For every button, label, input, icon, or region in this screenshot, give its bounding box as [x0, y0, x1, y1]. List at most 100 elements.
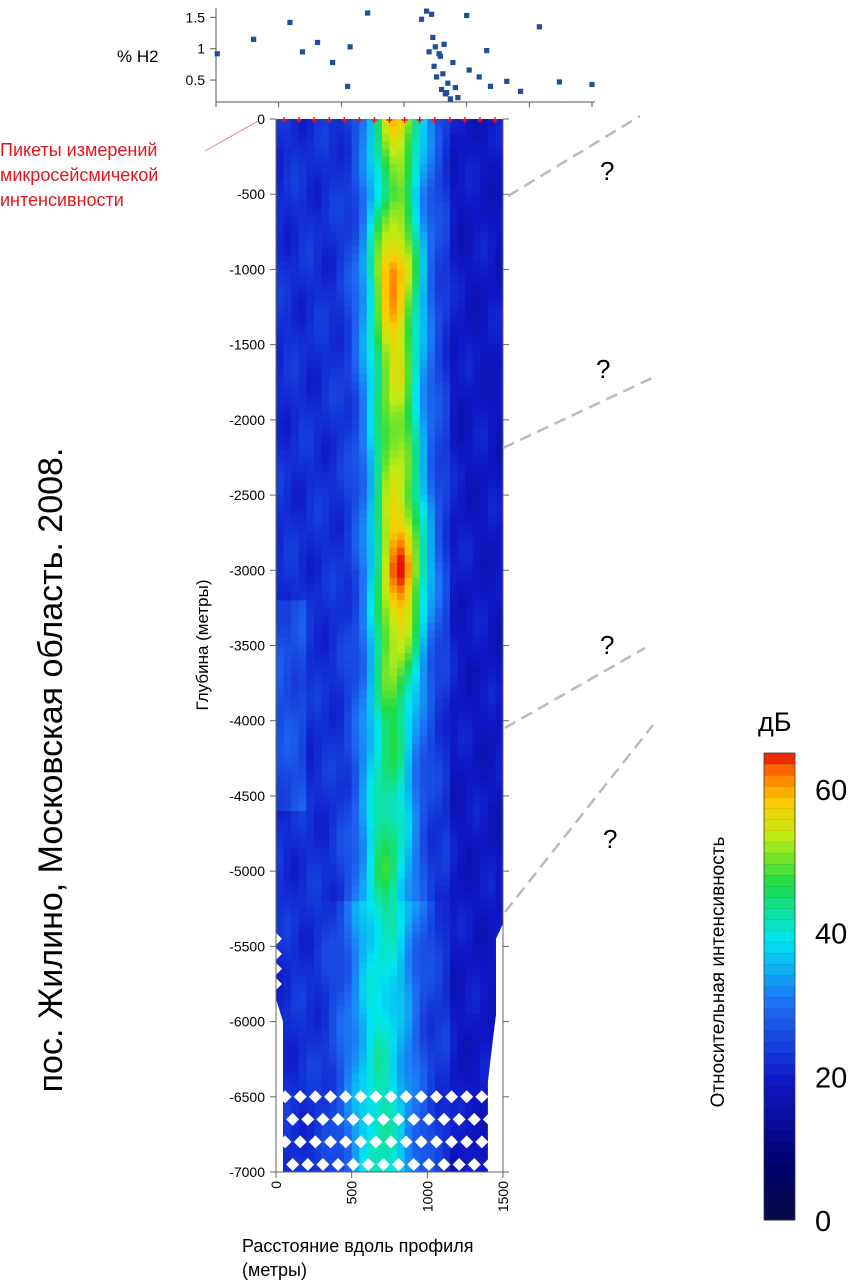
heatmap-cell — [412, 660, 421, 669]
heatmap-cell — [291, 886, 300, 895]
heatmap-cell — [427, 1014, 436, 1023]
heatmap-cell — [412, 382, 421, 391]
heatmap-cell — [359, 329, 368, 338]
heatmap-cell — [457, 1014, 466, 1023]
heatmap-cell — [381, 856, 391, 865]
heatmap-cell — [351, 908, 360, 917]
heatmap-cell — [321, 134, 330, 143]
heatmap-cell — [306, 291, 315, 301]
heatmap-cell — [381, 931, 391, 940]
heatmap-cell — [404, 630, 413, 639]
heatmap-cell — [404, 803, 413, 812]
heatmap-cell — [450, 983, 459, 993]
heatmap-cell — [344, 1051, 353, 1060]
heatmap-cell — [321, 893, 330, 902]
heatmap-cell — [434, 1111, 444, 1120]
heatmap-cell — [283, 961, 292, 970]
heatmap-cell — [366, 577, 375, 586]
heatmap-cell — [457, 1089, 466, 1098]
heatmap-cell — [397, 464, 406, 474]
heatmap-cell — [465, 231, 474, 240]
heatmap-cell — [472, 615, 481, 624]
heatmap-cell — [480, 818, 489, 827]
heatmap-cell — [276, 389, 285, 398]
heatmap-cell — [404, 246, 413, 255]
heatmap-cell — [427, 495, 436, 504]
heatmap-cell — [495, 615, 503, 624]
heatmap-cell — [472, 502, 481, 511]
heatmap-cell — [419, 1141, 428, 1151]
heatmap-cell — [298, 314, 307, 323]
heatmap-cell — [283, 1149, 292, 1158]
heatmap-y-tick-label: -5000 — [229, 863, 265, 879]
heatmap-cell — [344, 186, 353, 195]
heatmap-cell — [306, 134, 315, 143]
scatter-point — [433, 74, 440, 80]
heatmap-cell — [321, 600, 330, 609]
heatmap-cell — [328, 472, 338, 481]
heatmap-cell — [397, 540, 406, 549]
heatmap-cell — [328, 916, 338, 925]
heatmap-cell — [427, 713, 436, 722]
heatmap-cell — [480, 698, 489, 707]
heatmap-cell — [313, 1119, 322, 1128]
heatmap-cell — [419, 457, 428, 466]
heatmap-cell — [419, 1081, 428, 1090]
heatmap-cell — [344, 968, 353, 978]
heatmap-cell — [313, 352, 322, 361]
heatmap-cell — [313, 186, 322, 195]
heatmap-cell — [427, 1104, 436, 1113]
heatmap-cell — [351, 231, 360, 240]
heatmap-cell — [298, 728, 307, 737]
heatmap-cell — [328, 307, 338, 316]
heatmap-cell — [283, 269, 292, 278]
heatmap-cell — [450, 276, 459, 286]
heatmap-cell — [328, 179, 338, 188]
heatmap-cell — [434, 141, 444, 150]
heatmap-cell — [381, 908, 391, 917]
heatmap-cell — [419, 893, 428, 902]
heatmap-cell — [283, 464, 292, 474]
heatmap-cell — [404, 1036, 413, 1045]
heatmap-cell — [283, 600, 292, 609]
heatmap-cell — [344, 893, 353, 902]
heatmap-cell — [374, 276, 383, 286]
heatmap-cell — [389, 487, 398, 496]
heatmap-cell — [313, 683, 322, 692]
heatmap-cell — [306, 735, 315, 744]
heatmap-cell — [465, 795, 474, 805]
heatmap-cell — [397, 291, 406, 301]
heatmap-cell — [412, 1104, 421, 1113]
heatmap-cell — [412, 119, 421, 128]
heatmap-cell — [321, 983, 330, 993]
heatmap-cell — [480, 555, 489, 564]
heatmap-cell — [366, 1141, 375, 1151]
heatmap-cell — [450, 841, 459, 850]
heatmap-cell — [389, 720, 398, 729]
heatmap-cell — [328, 1141, 338, 1151]
scatter-point — [347, 44, 353, 50]
heatmap-cell — [427, 457, 436, 466]
heatmap-cell — [465, 329, 474, 338]
heatmap-cell — [298, 1104, 307, 1113]
heatmap-cell — [472, 419, 481, 428]
heatmap-cell — [389, 630, 398, 639]
heatmap-cell — [351, 1081, 360, 1090]
heatmap-cell — [313, 502, 322, 511]
heatmap-cell — [283, 1156, 292, 1166]
heatmap-cell — [306, 389, 315, 398]
heatmap-cell — [419, 705, 428, 714]
heatmap-cell — [351, 555, 360, 564]
heatmap-cell — [419, 164, 428, 173]
heatmap-cell — [412, 555, 421, 564]
heatmap-cell — [321, 532, 330, 541]
heatmap-cell — [381, 555, 391, 564]
heatmap-cell — [495, 698, 503, 707]
heatmap-cell — [291, 765, 300, 774]
heatmap-cell — [298, 382, 307, 391]
heatmap-cell — [419, 427, 428, 436]
scatter-point — [455, 95, 461, 101]
heatmap-cell — [412, 622, 421, 632]
heatmap-cell — [480, 758, 489, 767]
heatmap-cell — [328, 141, 338, 150]
